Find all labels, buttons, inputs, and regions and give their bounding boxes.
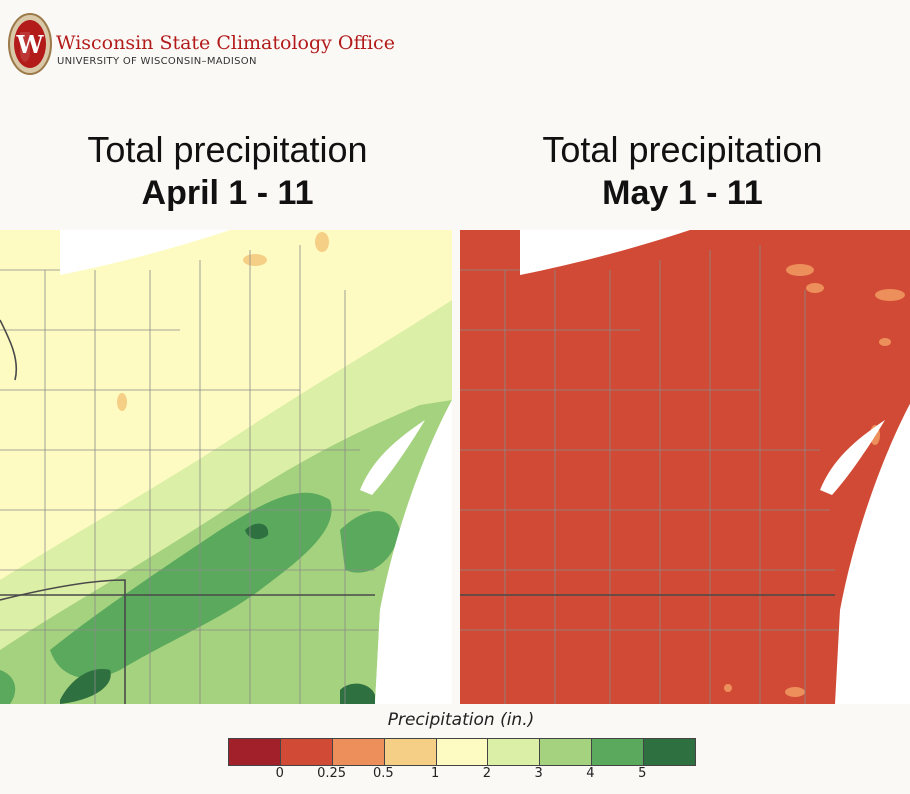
green-bay (360, 420, 425, 495)
precip-band-4-5 (50, 492, 332, 679)
county-lines (460, 245, 838, 704)
state-border (0, 579, 126, 704)
precip-band-5plus (60, 669, 111, 704)
legend-label: 3 (534, 766, 543, 781)
lake-superior (520, 230, 690, 275)
legend-label: 2 (482, 766, 492, 781)
may-precip-map (460, 230, 910, 704)
green-bay (820, 420, 885, 495)
legend-swatch (592, 739, 645, 765)
precip-band-4-5-east (340, 511, 400, 573)
seal-letter: W (16, 30, 45, 59)
lake-michigan (835, 403, 910, 704)
precip-band-0.5-1-north (786, 264, 814, 276)
precip-band-5plus-central (245, 523, 269, 540)
precip-band-0.5-1-ne (315, 232, 329, 252)
legend-swatch (644, 739, 696, 765)
legend-label: 1 (430, 766, 440, 781)
legend-label: 0.5 (372, 766, 394, 781)
legend-swatch (229, 739, 281, 765)
precip-band-0.5-1-ne-2 (879, 338, 891, 346)
title-april-line2: April 1 - 11 (141, 174, 314, 212)
precip-band-0.5-1-se (785, 687, 805, 697)
legend-swatch (280, 739, 333, 765)
title-may: Total precipitation May 1 - 11 (455, 128, 910, 214)
april-precip-map (0, 230, 452, 704)
title-april: Total precipitation April 1 - 11 (0, 128, 455, 214)
legend-label: 0.25 (317, 766, 347, 781)
precip-band-5plus-se (340, 683, 375, 704)
county-lines (0, 245, 378, 704)
title-april-line1: Total precipitation (87, 129, 368, 170)
legend-colorbar (228, 738, 696, 766)
precip-band-0.5-1-south (724, 684, 732, 692)
lake-superior (60, 230, 230, 275)
precip-band-0.5-1-ne (875, 289, 905, 301)
org-subtitle: UNIVERSITY OF WISCONSIN–MADISON (57, 56, 257, 67)
precip-band-0.5-1-north-2 (806, 283, 824, 293)
title-may-line1: Total precipitation (542, 129, 823, 170)
legend-swatch (436, 739, 489, 765)
org-name: Wisconsin State Climatology Office (56, 32, 395, 54)
precip-band-4-5-sw (0, 670, 16, 704)
uw-seal-icon: W (8, 13, 52, 75)
precip-band-0.5-1-north (243, 254, 267, 266)
legend-label: 5 (638, 766, 647, 781)
legend-swatch (540, 739, 593, 765)
legend-swatch (488, 739, 541, 765)
title-may-line2: May 1 - 11 (602, 174, 763, 212)
legend-swatch (384, 739, 437, 765)
precip-band-0.5-1-nw (117, 393, 127, 411)
legend-label: 4 (586, 766, 595, 781)
legend-label: 0 (275, 766, 284, 781)
legend-swatch (332, 739, 385, 765)
legend-title: Precipitation (in.) (387, 710, 535, 730)
legend-labels: 0 0.25 0.5 1 2 3 4 5 (228, 766, 694, 786)
header: W Wisconsin State Climatology Office UNI… (8, 10, 428, 82)
